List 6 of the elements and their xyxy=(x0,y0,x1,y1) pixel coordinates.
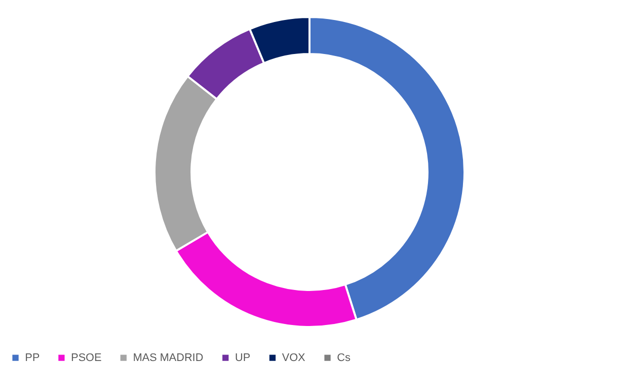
legend-label: PP xyxy=(25,352,40,364)
legend-label: VOX xyxy=(282,352,306,364)
legend-label: Cs xyxy=(337,352,351,364)
legend-label: MAS MADRID xyxy=(133,352,204,364)
legend-label: UP xyxy=(235,352,250,364)
legend-label: PSOE xyxy=(71,352,102,364)
